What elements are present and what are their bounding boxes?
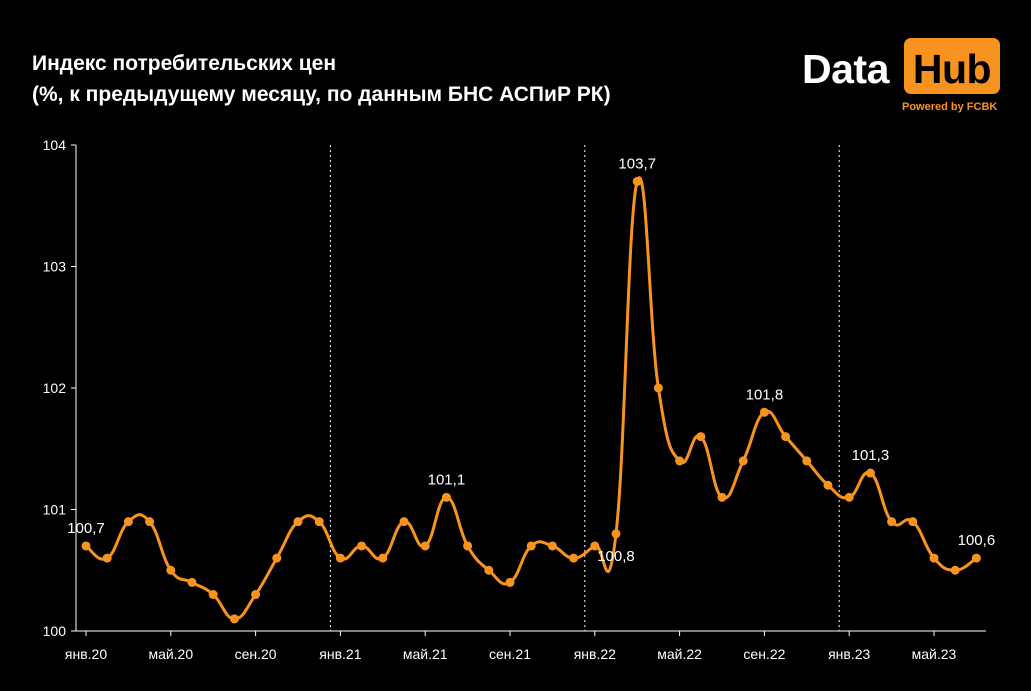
data-point [463, 541, 473, 551]
data-point [229, 614, 239, 624]
data-point [166, 565, 176, 575]
chart-title-line1: Индекс потребительских цен [32, 52, 337, 75]
data-point [102, 553, 112, 563]
x-tick-label: сен.22 [743, 646, 785, 662]
data-point [738, 456, 748, 466]
data-point [590, 541, 600, 551]
data-point [971, 553, 981, 563]
data-label: 101,8 [746, 386, 784, 403]
data-label: 100,6 [958, 532, 996, 549]
data-point [844, 492, 854, 502]
data-point [887, 517, 897, 527]
data-point [823, 480, 833, 490]
data-point [675, 456, 685, 466]
y-tick-label: 101 [43, 502, 67, 518]
data-label: 101,3 [852, 447, 890, 464]
data-point [781, 432, 791, 442]
data-label: 103,7 [618, 155, 656, 172]
data-point [420, 541, 430, 551]
data-point [293, 517, 303, 527]
data-point [378, 553, 388, 563]
data-point [526, 541, 536, 551]
data-point [272, 553, 282, 563]
data-point [950, 565, 960, 575]
chart-title-line2: (%, к предыдущему месяцу, по данным БНС … [32, 83, 611, 106]
data-point [569, 553, 579, 563]
data-point [335, 553, 345, 563]
y-tick-label: 100 [43, 623, 67, 639]
data-point [547, 541, 557, 551]
logo-hub-box: Hub [904, 38, 1000, 94]
data-point [632, 176, 642, 186]
data-point [187, 577, 197, 587]
data-point [357, 541, 367, 551]
data-point [696, 432, 706, 442]
data-label: 100,7 [67, 520, 105, 537]
x-tick-label: янв.20 [65, 646, 107, 662]
x-tick-label: май.22 [657, 646, 702, 662]
x-tick-label: янв.23 [828, 646, 870, 662]
data-point [399, 517, 409, 527]
logo-powered-text: Powered by FCBK [902, 101, 998, 113]
y-tick-label: 104 [43, 137, 67, 153]
data-point [865, 468, 875, 478]
data-point [484, 565, 494, 575]
y-tick-label: 103 [43, 259, 67, 275]
x-tick-label: сен.20 [235, 646, 277, 662]
data-point [653, 383, 663, 393]
data-label: 101,1 [428, 471, 466, 488]
logo-hub-text: Hub [912, 46, 992, 92]
x-tick-label: май.20 [148, 646, 193, 662]
data-point [208, 590, 218, 600]
x-tick-label: май.21 [403, 646, 448, 662]
data-point [314, 517, 324, 527]
data-point [145, 517, 155, 527]
logo-data-text: Data [802, 46, 889, 92]
x-tick-label: сен.21 [489, 646, 531, 662]
data-point [123, 517, 133, 527]
data-point [505, 577, 515, 587]
data-point [759, 407, 769, 417]
data-point [441, 492, 451, 502]
data-point [251, 590, 261, 600]
data-point [908, 517, 918, 527]
data-point [611, 529, 621, 539]
data-point [717, 492, 727, 502]
x-tick-label: янв.22 [574, 646, 616, 662]
data-point [929, 553, 939, 563]
chart-title: Индекс потребительских цен (%, к предыду… [32, 48, 611, 110]
data-point [802, 456, 812, 466]
datahub-logo: Data Hub Powered by FCBK [802, 38, 1002, 118]
data-point [81, 541, 91, 551]
data-label: 100,8 [597, 548, 635, 565]
x-tick-label: янв.21 [319, 646, 361, 662]
y-tick-label: 102 [43, 380, 67, 396]
x-tick-label: май.23 [912, 646, 957, 662]
series-line [84, 176, 978, 621]
